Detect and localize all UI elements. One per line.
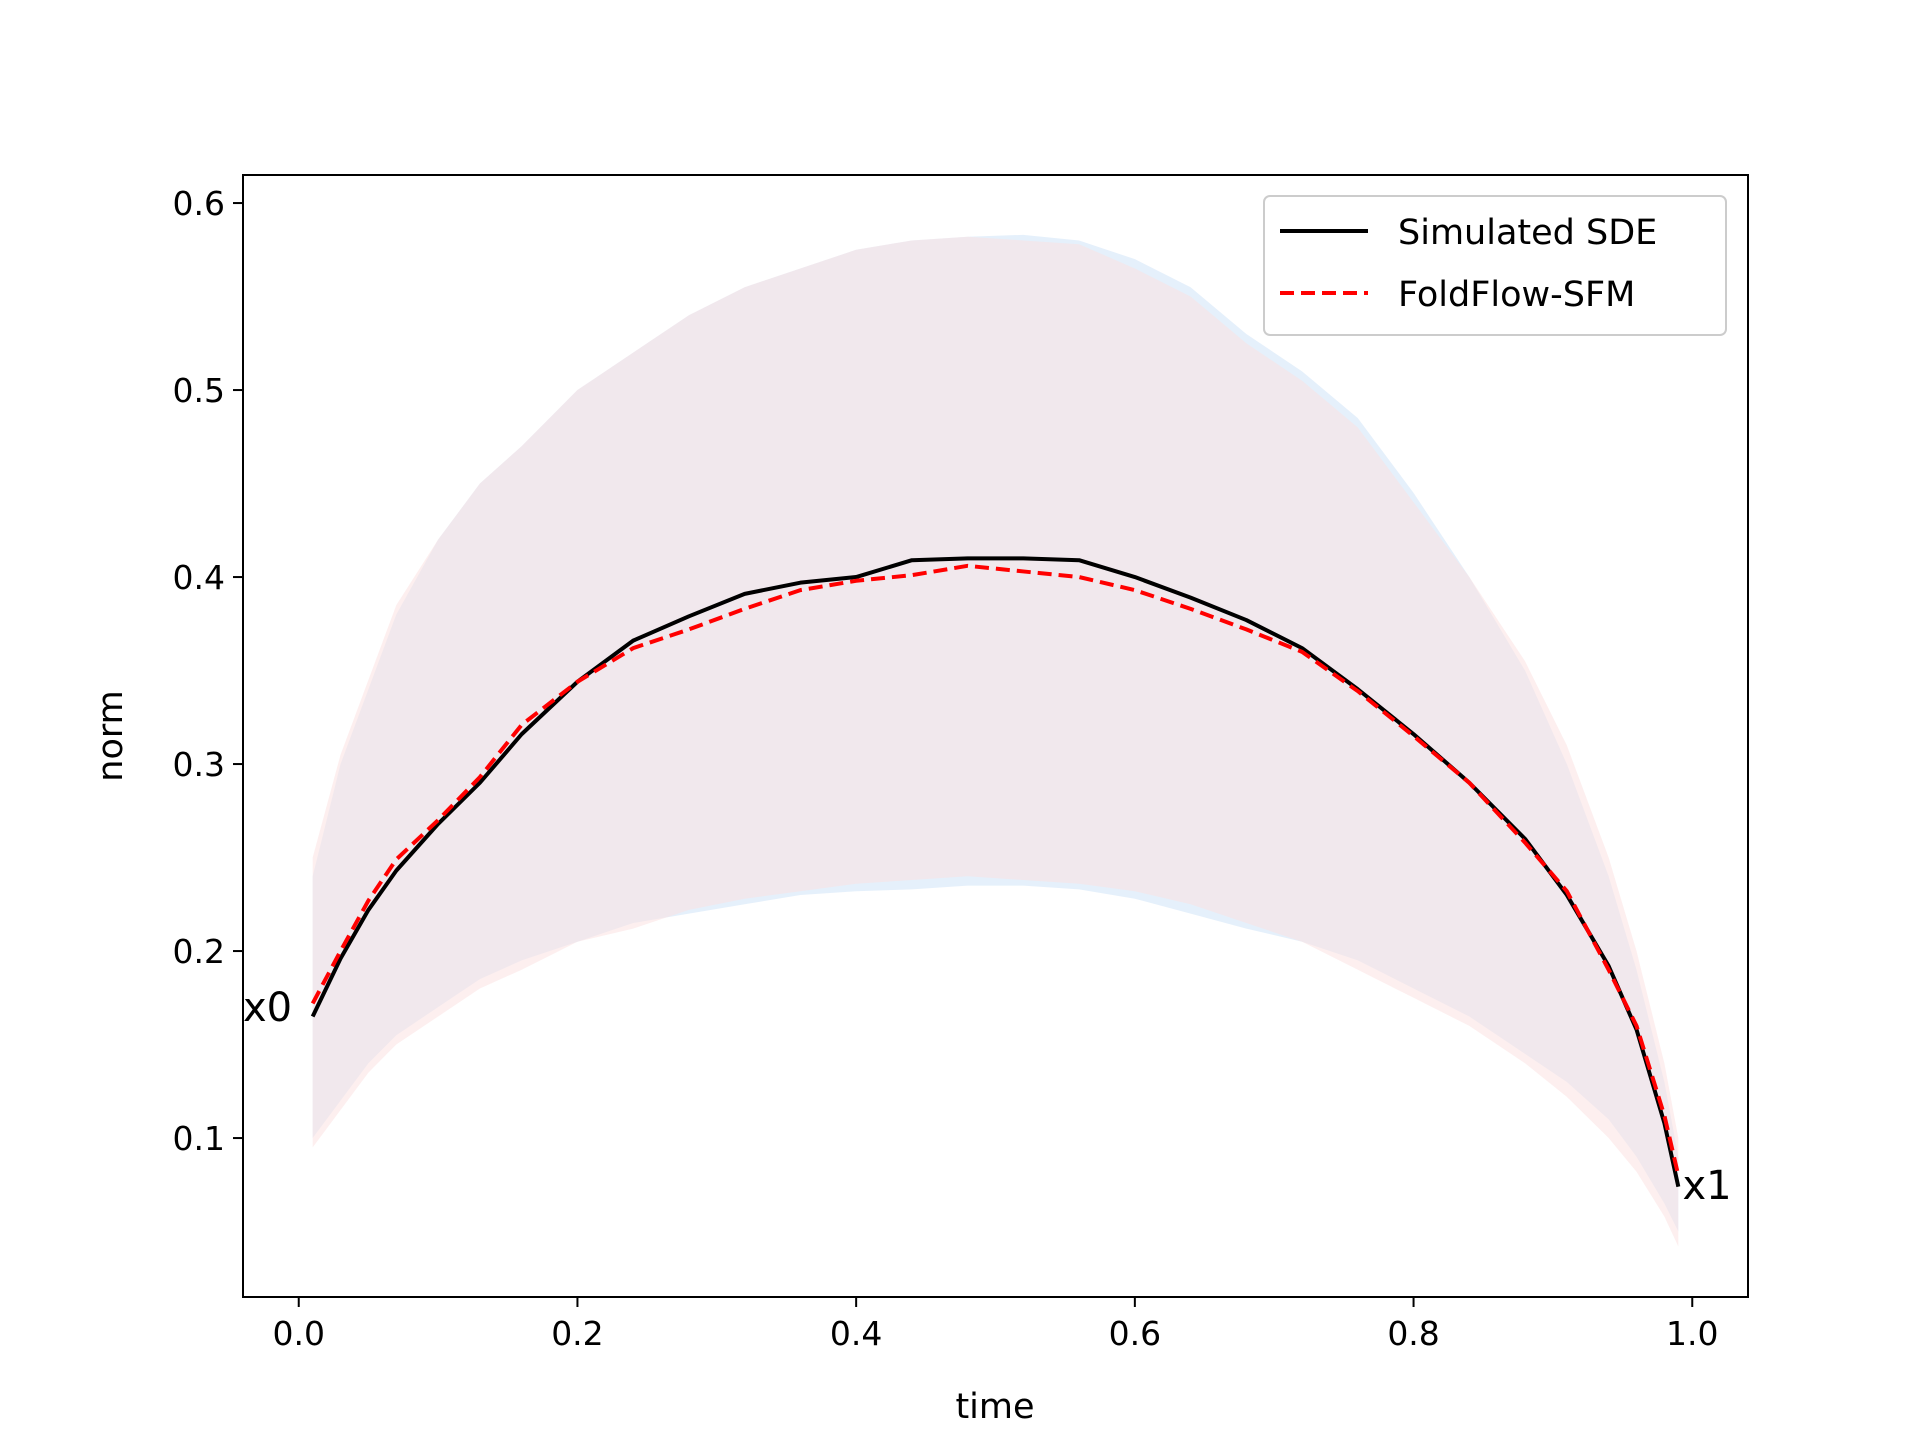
x-tick-label: 0.4	[830, 1314, 882, 1353]
y-tick-label: 0.4	[173, 558, 225, 597]
legend-label-simulated-sde: Simulated SDE	[1398, 213, 1657, 253]
x-tick-label: 1.0	[1666, 1314, 1718, 1353]
x-axis: 0.0 0.2 0.4 0.6 0.8 1.0	[272, 1297, 1719, 1353]
y-tick-label: 0.3	[173, 745, 225, 784]
x-axis-label: time	[955, 1387, 1034, 1427]
x-tick-label: 0.8	[1387, 1314, 1439, 1353]
plot-frame	[242, 174, 1749, 1298]
legend-box	[1263, 195, 1727, 336]
y-axis: 0.1 0.2 0.3 0.4 0.5 0.6	[173, 184, 243, 1158]
annotation-x0: x0	[243, 985, 292, 1031]
x-tick-label: 0.2	[551, 1314, 603, 1353]
y-tick-label: 0.5	[173, 371, 225, 410]
y-axis-label: norm	[91, 690, 131, 781]
confidence-bands	[312, 234, 1679, 1247]
y-tick-label: 0.2	[173, 932, 225, 971]
annotations: x0 x1	[243, 985, 1732, 1209]
annotation-x1: x1	[1683, 1163, 1732, 1209]
band-series-1	[312, 236, 1679, 1247]
x-tick-label: 0.0	[272, 1314, 324, 1353]
legend: Simulated SDE FoldFlow-SFM	[1263, 195, 1727, 336]
legend-label-foldflow-sfm: FoldFlow-SFM	[1398, 275, 1635, 315]
line-series-1	[310, 563, 1681, 1176]
y-tick-label: 0.6	[173, 184, 225, 223]
x-tick-label: 0.6	[1109, 1314, 1161, 1353]
series-lines	[310, 556, 1681, 1188]
y-tick-label: 0.1	[173, 1119, 225, 1158]
